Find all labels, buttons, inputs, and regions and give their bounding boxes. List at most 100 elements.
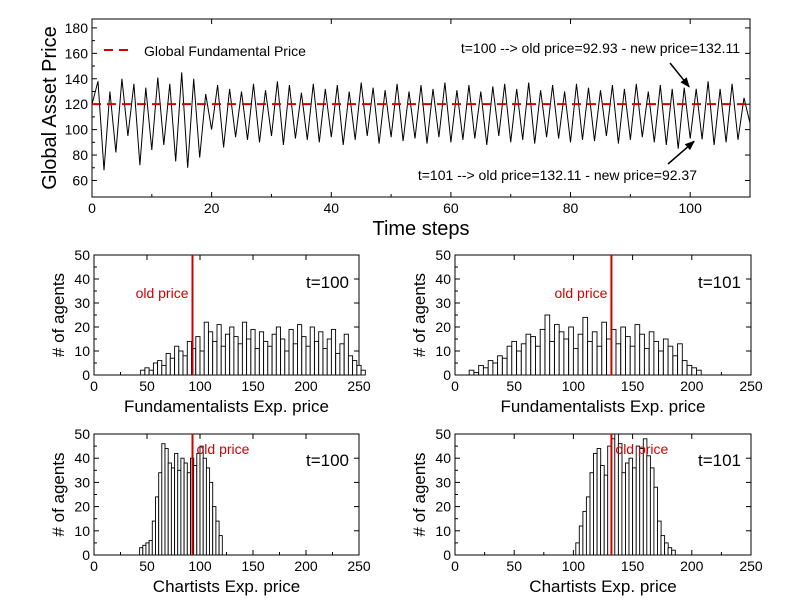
histogram-bar xyxy=(596,345,603,376)
histogram-bar xyxy=(639,448,644,556)
x-tick-label: 0 xyxy=(451,378,459,394)
histogram-bar xyxy=(309,326,315,376)
y-tick-label: 50 xyxy=(435,247,451,263)
histogram-bar xyxy=(620,326,626,376)
x-tick-label: 250 xyxy=(347,558,371,574)
histogram-bar xyxy=(250,328,256,376)
x-tick-label: 100 xyxy=(562,378,586,394)
histogram-bar xyxy=(535,345,541,376)
histogram-bar xyxy=(667,547,673,556)
histogram-bar xyxy=(216,324,222,376)
y-axis-label: # of agents xyxy=(410,273,429,357)
histogram-bar xyxy=(558,331,565,376)
histogram-bar xyxy=(161,443,166,556)
histogram-bar xyxy=(347,355,354,376)
x-tick-label: 250 xyxy=(739,558,763,574)
histogram-bar xyxy=(288,328,294,376)
histogram-bar xyxy=(144,367,150,376)
x-tick-label: 200 xyxy=(680,378,704,394)
panel-time-label: t=101 xyxy=(698,451,741,470)
histogram-bar xyxy=(305,345,311,376)
histogram-bar xyxy=(152,362,159,376)
y-tick-label: 10 xyxy=(435,523,451,539)
histogram-bar xyxy=(254,348,260,376)
x-tick-label: 0 xyxy=(90,558,98,574)
histogram-bar xyxy=(601,321,607,376)
histogram-bar xyxy=(237,343,243,376)
histogram-bar xyxy=(539,328,546,376)
y-tick-label: 20 xyxy=(435,319,451,335)
y-tick-label: 0 xyxy=(443,547,451,563)
x-tick-label: 80 xyxy=(563,200,579,216)
price-series-line xyxy=(91,72,751,171)
y-tick-label: 40 xyxy=(74,271,90,287)
chartists-histogram-t101: 0 50 100 150 200 250 0 10 20 30 40 50 Chartists Exp.… xyxy=(410,426,763,596)
histogram-bar xyxy=(258,331,265,376)
histogram-bar xyxy=(487,360,494,376)
histogram-bar xyxy=(660,535,666,556)
histogram-bar xyxy=(203,321,209,376)
histogram-bar xyxy=(165,352,171,376)
histogram-bar xyxy=(297,324,303,376)
y-tick-label: 120 xyxy=(65,96,89,112)
x-tick-label: 100 xyxy=(679,200,703,216)
x-axis-label: Chartists Exp. price xyxy=(153,577,300,596)
histogram-bar xyxy=(174,345,180,376)
histogram-bar xyxy=(157,360,163,376)
histogram-bar xyxy=(662,338,669,376)
x-tick-label: 50 xyxy=(506,378,522,394)
y-tick-label: 30 xyxy=(435,474,451,490)
histogram-bar xyxy=(549,340,555,376)
histogram-bar xyxy=(591,331,598,376)
histogram-bar xyxy=(284,350,290,376)
histogram-bar xyxy=(643,348,650,376)
x-tick-label: 100 xyxy=(188,558,212,574)
histogram-bar xyxy=(653,486,658,556)
y-tick-label: 100 xyxy=(65,122,89,138)
histogram-bar xyxy=(292,343,298,376)
histogram-bar xyxy=(577,333,584,376)
x-tick-label: 50 xyxy=(506,558,522,574)
annotation-t100: t=100 --> old price=92.93 - new price=13… xyxy=(461,40,740,56)
histogram-bar xyxy=(497,355,503,376)
histogram-bar xyxy=(677,343,683,376)
histogram-bar xyxy=(658,350,664,376)
y-axis-label: # of agents xyxy=(410,452,429,536)
histogram-bar xyxy=(625,336,631,376)
histogram-bar xyxy=(199,350,205,376)
y-tick-label: 80 xyxy=(72,147,88,163)
histogram-bar xyxy=(352,360,358,376)
x-tick-label: 40 xyxy=(323,200,339,216)
x-tick-label: 50 xyxy=(139,558,155,574)
legend-label: Global Fundamental Price xyxy=(144,43,306,59)
histogram-bar xyxy=(632,467,637,556)
histogram-bar xyxy=(148,369,154,376)
y-tick-label: 20 xyxy=(74,319,90,335)
histogram-bar xyxy=(169,357,175,376)
histogram-bar xyxy=(195,336,201,376)
histogram-bar xyxy=(330,328,337,376)
x-tick-label: 200 xyxy=(294,558,318,574)
histogram-bar xyxy=(600,465,605,556)
histogram-bar xyxy=(585,496,591,556)
fundamentalists-histogram-t101: 0 50 100 150 200 250 0 10 20 30 40 50 Fundamentalist… xyxy=(410,247,763,416)
histogram-bar xyxy=(145,542,150,556)
histogram-bar xyxy=(177,469,182,556)
x-tick-label: 200 xyxy=(294,378,318,394)
histogram-bar xyxy=(164,448,169,556)
histogram-bar xyxy=(229,326,235,376)
histogram-bar xyxy=(691,367,697,376)
y-tick-label: 180 xyxy=(65,20,89,36)
y-tick-label: 30 xyxy=(435,295,451,311)
histogram-bar xyxy=(151,520,156,556)
fundamentalists-histogram-t100: 0 50 100 150 200 250 0 10 20 30 40 50 Fundamentalist… xyxy=(49,247,371,416)
histogram-bar xyxy=(667,345,674,376)
histogram-bar xyxy=(148,540,153,556)
histogram-bar xyxy=(563,338,570,376)
histogram-bar xyxy=(202,457,207,556)
x-tick-label: 100 xyxy=(188,378,212,394)
histogram-bar xyxy=(140,369,146,376)
histogram-bar xyxy=(212,340,218,376)
histogram-bar xyxy=(215,520,220,556)
